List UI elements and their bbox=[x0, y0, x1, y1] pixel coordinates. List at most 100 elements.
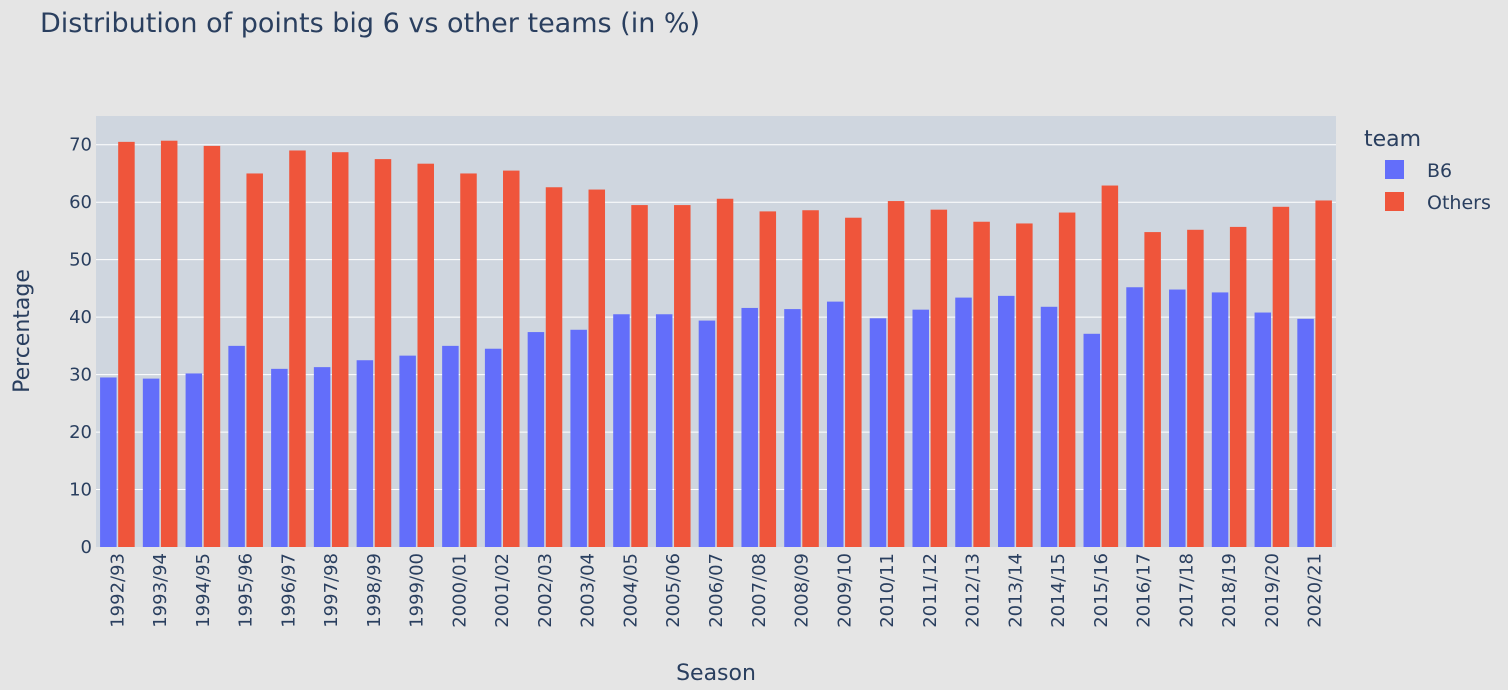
x-tick-label: 2009/10 bbox=[834, 553, 855, 628]
bar-b6-1994-95[interactable]: 1994/95 B6: 30.2 bbox=[185, 373, 203, 547]
bar-others-1992-93[interactable]: 1992/93 Others: 70.5 bbox=[118, 141, 135, 548]
bar-b6-2003-04[interactable]: 2003/04 B6: 37.8 bbox=[570, 329, 587, 547]
bar-b6-2017-18[interactable]: 2017/18 B6: 44.8 bbox=[1169, 289, 1186, 547]
y-tick-label: 40 bbox=[69, 307, 92, 328]
bar-b6-1999-00[interactable]: 1999/00 B6: 33.3 bbox=[399, 355, 416, 547]
x-tick-label: 1996/97 bbox=[278, 553, 299, 628]
x-tick-label: 2016/17 bbox=[1134, 553, 1155, 628]
bar-others-1993-94[interactable]: 1993/94 Others: 70.7 bbox=[160, 140, 178, 547]
y-tick-labels: 0 10 20 30 40 50 60 70 bbox=[69, 135, 92, 558]
x-tick-label: 1993/94 bbox=[150, 553, 171, 628]
x-tick-label: 1998/99 bbox=[364, 553, 385, 628]
bar-b6-2014-15[interactable]: 2014/15 B6: 41.8 bbox=[1040, 306, 1058, 547]
y-tick-label: 10 bbox=[69, 480, 92, 501]
x-tick-labels: 1992/93 1993/94 1994/95 1995/96 1996/97 1997/… bbox=[107, 553, 1325, 628]
bar-b6-1995-96[interactable]: 1995/96 B6: 35 bbox=[228, 345, 245, 547]
x-tick-label: 1995/96 bbox=[236, 553, 257, 628]
x-tick-label: 2008/09 bbox=[792, 553, 813, 628]
legend-title: team bbox=[1364, 127, 1421, 152]
x-tick-label: 2003/04 bbox=[578, 553, 599, 628]
bar-others-2020-21[interactable]: 2020/21 Others: 60.3 bbox=[1315, 200, 1332, 547]
x-tick-label: 2010/11 bbox=[877, 553, 898, 628]
x-tick-label: 2017/18 bbox=[1176, 553, 1197, 628]
x-tick-label: 1997/98 bbox=[321, 553, 342, 628]
bar-others-1999-00[interactable]: 1999/00 Others: 66.7 bbox=[417, 163, 434, 547]
bar-b6-2000-01[interactable]: 2000/01 B6: 35 bbox=[442, 345, 459, 547]
bar-others-2010-11[interactable]: 2010/11 Others: 60.2 bbox=[887, 201, 905, 547]
bar-others-1997-98[interactable]: 1997/98 Others: 68.7 bbox=[331, 152, 349, 548]
y-tick-label: 0 bbox=[81, 537, 92, 558]
bar-others-2014-15[interactable]: 2014/15 Others: 58.2 bbox=[1058, 212, 1076, 547]
bar-b6-2012-13[interactable]: 2012/13 B6: 43.4 bbox=[955, 297, 972, 547]
x-tick-label: 2019/20 bbox=[1262, 553, 1283, 628]
bar-others-2016-17[interactable]: 2016/17 Others: 54.8 bbox=[1144, 232, 1161, 547]
bar-b6-1992-93[interactable]: 1992/93 B6: 29.5 bbox=[100, 377, 117, 547]
bar-b6-2011-12[interactable]: 2011/12 B6: 41.3 bbox=[912, 309, 929, 547]
bar-b6-1997-98[interactable]: 1997/98 B6: 31.3 bbox=[313, 367, 331, 547]
bars: 1992/93 B6: 29.51992/93 Others: 70.5 1993… bbox=[100, 140, 1332, 548]
bar-others-2003-04[interactable]: 2003/04 Others: 62.2 bbox=[588, 189, 606, 548]
bar-b6-2008-09[interactable]: 2008/09 B6: 41.4 bbox=[784, 309, 801, 547]
legend[interactable]: team B6 Others bbox=[1364, 127, 1491, 214]
bar-others-1998-99[interactable]: 1998/99 Others: 67.5 bbox=[374, 159, 392, 547]
bar-others-2008-09[interactable]: 2008/09 Others: 58.6 bbox=[802, 210, 819, 547]
x-tick-label: 2001/02 bbox=[492, 553, 513, 628]
y-tick-label: 60 bbox=[69, 192, 92, 213]
bar-others-2015-16[interactable]: 2015/16 Others: 62.9 bbox=[1101, 185, 1119, 547]
x-tick-label: 2011/12 bbox=[920, 553, 941, 628]
bar-b6-2006-07[interactable]: 2006/07 B6: 39.4 bbox=[698, 320, 716, 547]
bar-b6-2004-05[interactable]: 2004/05 B6: 40.5 bbox=[613, 314, 630, 547]
bar-others-2018-19[interactable]: 2018/19 Others: 55.7 bbox=[1229, 226, 1247, 548]
legend-label-b6[interactable]: B6 bbox=[1427, 160, 1452, 182]
bar-others-2007-08[interactable]: 2007/08 Others: 58.4 bbox=[759, 211, 777, 548]
x-tick-label: 2012/13 bbox=[963, 553, 984, 628]
x-tick-label: 1999/00 bbox=[407, 553, 428, 628]
bar-others-1996-97[interactable]: 1996/97 Others: 69 bbox=[289, 150, 306, 548]
bar-others-2009-10[interactable]: 2009/10 Others: 57.3 bbox=[845, 217, 862, 547]
x-tick-label: 2014/15 bbox=[1048, 553, 1069, 628]
y-tick-label: 20 bbox=[69, 422, 92, 443]
bar-b6-2007-08[interactable]: 2007/08 B6: 41.6 bbox=[741, 307, 758, 547]
x-axis-title: Season bbox=[676, 661, 756, 686]
x-tick-label: 2013/14 bbox=[1005, 553, 1026, 628]
legend-label-others[interactable]: Others bbox=[1427, 192, 1491, 214]
bar-b6-2009-10[interactable]: 2009/10 B6: 42.7 bbox=[826, 301, 844, 547]
bar-others-2004-05[interactable]: 2004/05 Others: 59.5 bbox=[631, 205, 648, 547]
legend-swatch-b6[interactable] bbox=[1385, 160, 1404, 179]
bar-others-1994-95[interactable]: 1994/95 Others: 69.8 bbox=[203, 145, 221, 547]
x-tick-label: 2020/21 bbox=[1305, 553, 1326, 628]
x-tick-label: 2015/16 bbox=[1091, 553, 1112, 628]
bar-others-2006-07[interactable]: 2006/07 Others: 60.6 bbox=[716, 198, 734, 547]
x-tick-label: 2004/05 bbox=[620, 553, 641, 628]
chart-title: Distribution of points big 6 vs other te… bbox=[40, 8, 700, 39]
bar-b6-2020-21[interactable]: 2020/21 B6: 39.7 bbox=[1297, 318, 1314, 547]
bar-b6-2016-17[interactable]: 2016/17 B6: 45.2 bbox=[1126, 287, 1143, 547]
bar-b6-1996-97[interactable]: 1996/97 B6: 31 bbox=[271, 368, 288, 547]
bar-b6-2015-16[interactable]: 2015/16 B6: 37.1 bbox=[1083, 333, 1101, 547]
bar-others-2011-12[interactable]: 2011/12 Others: 58.7 bbox=[930, 209, 948, 548]
bar-others-2012-13[interactable]: 2012/13 Others: 56.6 bbox=[973, 221, 990, 548]
bar-b6-2001-02[interactable]: 2001/02 B6: 34.5 bbox=[484, 348, 502, 547]
x-tick-label: 2002/03 bbox=[535, 553, 556, 628]
bar-b6-1993-94[interactable]: 1993/94 B6: 29.3 bbox=[142, 378, 160, 547]
bar-b6-2002-03[interactable]: 2002/03 B6: 37.4 bbox=[527, 332, 545, 547]
bar-b6-2005-06[interactable]: 2005/06 B6: 40.5 bbox=[655, 314, 673, 547]
x-tick-label: 2006/07 bbox=[706, 553, 727, 628]
legend-swatch-others[interactable] bbox=[1385, 192, 1404, 211]
bar-b6-2018-19[interactable]: 2018/19 B6: 44.3 bbox=[1211, 292, 1229, 547]
bar-b6-2010-11[interactable]: 2010/11 B6: 39.8 bbox=[869, 318, 887, 547]
y-tick-label: 50 bbox=[69, 250, 92, 271]
bar-others-2000-01[interactable]: 2000/01 Others: 65 bbox=[460, 173, 477, 547]
bar-others-1995-96[interactable]: 1995/96 Others: 65 bbox=[246, 173, 263, 547]
bar-b6-1998-99[interactable]: 1998/99 B6: 32.5 bbox=[356, 360, 374, 547]
bar-others-2005-06[interactable]: 2005/06 Others: 59.5 bbox=[674, 205, 691, 547]
y-tick-label: 30 bbox=[69, 365, 92, 386]
bar-others-2002-03[interactable]: 2002/03 Others: 62.6 bbox=[545, 187, 563, 547]
bar-b6-2019-20[interactable]: 2019/20 B6: 40.8 bbox=[1254, 312, 1272, 547]
bar-b6-2013-14[interactable]: 2013/14 B6: 43.7 bbox=[998, 295, 1015, 547]
bar-others-2013-14[interactable]: 2013/14 Others: 56.3 bbox=[1016, 223, 1033, 548]
bar-others-2001-02[interactable]: 2001/02 Others: 65.5 bbox=[503, 170, 520, 548]
bar-others-2017-18[interactable]: 2017/18 Others: 55.2 bbox=[1187, 229, 1204, 547]
bar-others-2019-20[interactable]: 2019/20 Others: 59.2 bbox=[1272, 206, 1290, 547]
